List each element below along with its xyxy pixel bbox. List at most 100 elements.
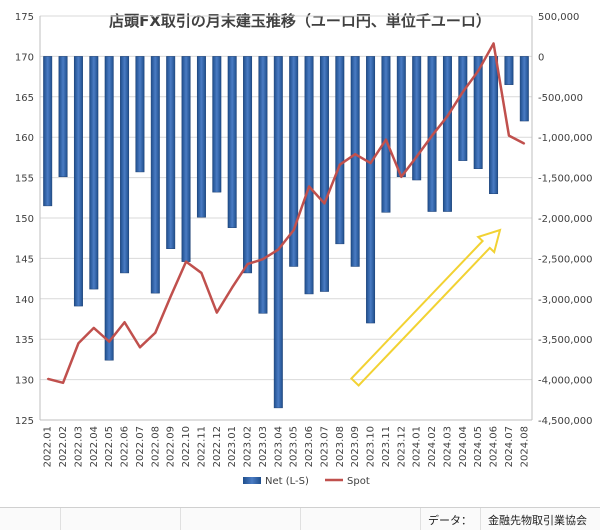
bar-2022.07 xyxy=(135,56,145,173)
x-tick-label: 2023.08 xyxy=(335,426,346,467)
x-tick-label: 2024.03 xyxy=(442,426,453,467)
bar-2023.12 xyxy=(396,56,406,178)
bar-2023.04 xyxy=(273,56,283,409)
x-tick-label: 2022.09 xyxy=(166,426,177,467)
bar-2024.05 xyxy=(473,56,483,169)
spot-point-2023.06 xyxy=(308,185,310,188)
bar-2023.08 xyxy=(335,56,345,245)
gridlines xyxy=(39,15,533,421)
spot-point-2023.11 xyxy=(385,138,387,141)
right-tick-label: -2,500,000 xyxy=(538,254,593,265)
right-axis: 500,000 0 -500,000 -1,000,000 -1,500,000 -2,0… xyxy=(538,12,593,427)
x-tick-label: 2023.10 xyxy=(366,426,377,467)
right-tick-label: -2,000,000 xyxy=(538,214,593,225)
x-tick-label: 2022.11 xyxy=(196,426,207,467)
right-tick-label: -500,000 xyxy=(538,93,583,104)
x-tick-label: 2023.07 xyxy=(319,426,330,467)
left-tick-label: 155 xyxy=(15,174,34,185)
x-tick-label: 2024.05 xyxy=(473,426,484,467)
spot-point-2022.03 xyxy=(77,342,80,345)
bar-2024.06 xyxy=(489,56,499,195)
right-tick-label: 500,000 xyxy=(538,12,579,23)
x-tick-label: 2023.05 xyxy=(289,426,300,467)
legend-swatch-net xyxy=(243,477,261,484)
chart: 店頭FX取引の月末建玉推移（ユーロ円、単位千ユーロ） 1251301351401… xyxy=(15,12,593,487)
x-tick-label: 2023.06 xyxy=(304,426,315,467)
chart-title: 店頭FX取引の月末建玉推移（ユーロ円、単位千ユーロ） xyxy=(109,12,491,30)
bar-2022.08 xyxy=(150,56,160,294)
right-tick-label: -4,500,000 xyxy=(538,416,593,427)
spot-point-2022.09 xyxy=(169,295,172,298)
spot-point-2022.05 xyxy=(108,340,110,343)
bar-2022.04 xyxy=(89,56,99,290)
x-tick-label: 2024.08 xyxy=(519,426,530,467)
spot-point-2024.08 xyxy=(523,142,526,145)
right-tick-label: -3,500,000 xyxy=(538,335,593,346)
bar-2023.09 xyxy=(350,56,360,267)
x-tick-label: 2022.01 xyxy=(43,426,54,467)
bar-2023.06 xyxy=(304,56,314,295)
bar-2024.01 xyxy=(412,56,422,181)
bar-2022.10 xyxy=(181,56,191,262)
x-tick-label: 2022.07 xyxy=(135,426,146,467)
spot-point-2023.02 xyxy=(246,263,249,265)
spot-point-2023.09 xyxy=(354,153,356,155)
left-tick-label: 175 xyxy=(15,12,34,23)
right-tick-label: -1,500,000 xyxy=(538,174,593,185)
bar-2022.02 xyxy=(58,56,68,178)
spot-point-2023.01 xyxy=(231,286,233,289)
x-tick-label: 2024.04 xyxy=(458,426,469,467)
bar-2024.07 xyxy=(504,56,514,85)
bar-2024.08 xyxy=(519,56,529,122)
spot-point-2022.11 xyxy=(200,272,203,274)
spot-line xyxy=(46,42,526,385)
spot-point-2023.05 xyxy=(292,229,295,231)
left-tick-label: 150 xyxy=(15,214,34,225)
x-tick-label: 2022.02 xyxy=(58,426,69,467)
legend: Net (L-S) Spot xyxy=(243,476,370,487)
net-bars xyxy=(43,56,529,409)
bar-2023.03 xyxy=(258,56,268,314)
legend-label-spot: Spot xyxy=(347,476,370,487)
spot-point-2023.10 xyxy=(369,162,372,164)
x-tick-label: 2024.07 xyxy=(504,426,515,467)
x-axis: 2022.01 2022.02 2022.03 2022.04 2022.05 2022.… xyxy=(43,426,531,467)
spot-point-2024.06 xyxy=(492,42,495,45)
bar-2022.06 xyxy=(120,56,130,274)
x-tick-label: 2023.09 xyxy=(350,426,361,467)
right-tick-label: -4,000,000 xyxy=(538,376,593,387)
spot-point-2023.04 xyxy=(277,248,280,251)
x-tick-label: 2024.06 xyxy=(489,426,500,467)
bar-2023.11 xyxy=(381,56,391,213)
spot-point-2024.03 xyxy=(446,115,449,117)
spot-point-2023.03 xyxy=(262,258,264,261)
bar-2023.07 xyxy=(319,56,329,292)
bar-2024.04 xyxy=(458,56,468,161)
spot-point-2024.02 xyxy=(431,134,433,137)
bar-2022.05 xyxy=(104,56,114,361)
x-tick-label: 2023.03 xyxy=(258,426,269,467)
left-tick-label: 170 xyxy=(15,52,34,63)
spot-point-2024.04 xyxy=(462,91,464,93)
bar-2022.11 xyxy=(196,56,206,218)
spot-point-2022.10 xyxy=(185,260,187,263)
bar-2022.12 xyxy=(212,56,222,193)
spot-point-2022.02 xyxy=(62,382,64,384)
spot-point-2022.07 xyxy=(139,346,141,349)
left-tick-label: 135 xyxy=(15,335,34,346)
trend-arrow xyxy=(349,228,502,387)
right-tick-label: 0 xyxy=(538,52,544,63)
spot-point-2022.12 xyxy=(216,311,218,314)
spot-point-2023.07 xyxy=(323,202,326,205)
x-tick-label: 2023.04 xyxy=(273,426,284,467)
bar-2022.03 xyxy=(73,56,83,307)
x-tick-label: 2022.06 xyxy=(120,426,131,467)
left-tick-label: 165 xyxy=(15,93,34,104)
trend-arrow-annotation xyxy=(349,228,502,387)
spot-point-2022.06 xyxy=(123,321,126,324)
spot-point-2022.08 xyxy=(154,331,157,334)
right-tick-label: -1,000,000 xyxy=(538,133,593,144)
bar-2022.01 xyxy=(43,56,53,207)
bar-2022.09 xyxy=(166,56,176,249)
left-tick-label: 140 xyxy=(15,295,34,306)
